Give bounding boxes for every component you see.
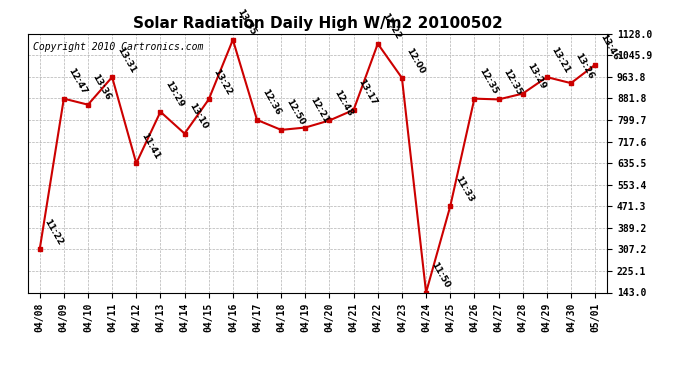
Text: 12:21: 12:21 bbox=[308, 96, 331, 125]
Title: Solar Radiation Daily High W/m2 20100502: Solar Radiation Daily High W/m2 20100502 bbox=[132, 16, 502, 31]
Text: 13:21: 13:21 bbox=[550, 45, 572, 74]
Text: 13:29: 13:29 bbox=[526, 62, 548, 91]
Text: 13:26: 13:26 bbox=[574, 51, 596, 80]
Text: 12:35: 12:35 bbox=[477, 67, 500, 96]
Text: 12:48: 12:48 bbox=[333, 88, 355, 118]
Text: Copyright 2010 Cartronics.com: Copyright 2010 Cartronics.com bbox=[33, 42, 204, 51]
Text: 11:33: 11:33 bbox=[453, 174, 475, 204]
Text: 12:00: 12:00 bbox=[405, 46, 426, 75]
Text: 13:29: 13:29 bbox=[164, 80, 186, 109]
Text: 11:41: 11:41 bbox=[139, 131, 161, 160]
Text: 13:17: 13:17 bbox=[357, 78, 379, 107]
Text: 13:35: 13:35 bbox=[236, 8, 258, 37]
Text: 12:22: 12:22 bbox=[381, 12, 403, 41]
Text: 12:35: 12:35 bbox=[502, 68, 524, 97]
Text: 13:22: 13:22 bbox=[212, 68, 234, 97]
Text: 13:36: 13:36 bbox=[91, 73, 113, 102]
Text: 12:50: 12:50 bbox=[284, 98, 306, 127]
Text: 12:36: 12:36 bbox=[260, 88, 282, 117]
Text: 13:31: 13:31 bbox=[115, 45, 137, 74]
Text: 13:46: 13:46 bbox=[598, 33, 620, 62]
Text: 11:50: 11:50 bbox=[429, 261, 451, 290]
Text: 11:22: 11:22 bbox=[43, 217, 65, 247]
Text: 13:10: 13:10 bbox=[188, 102, 209, 131]
Text: 12:47: 12:47 bbox=[67, 66, 89, 96]
